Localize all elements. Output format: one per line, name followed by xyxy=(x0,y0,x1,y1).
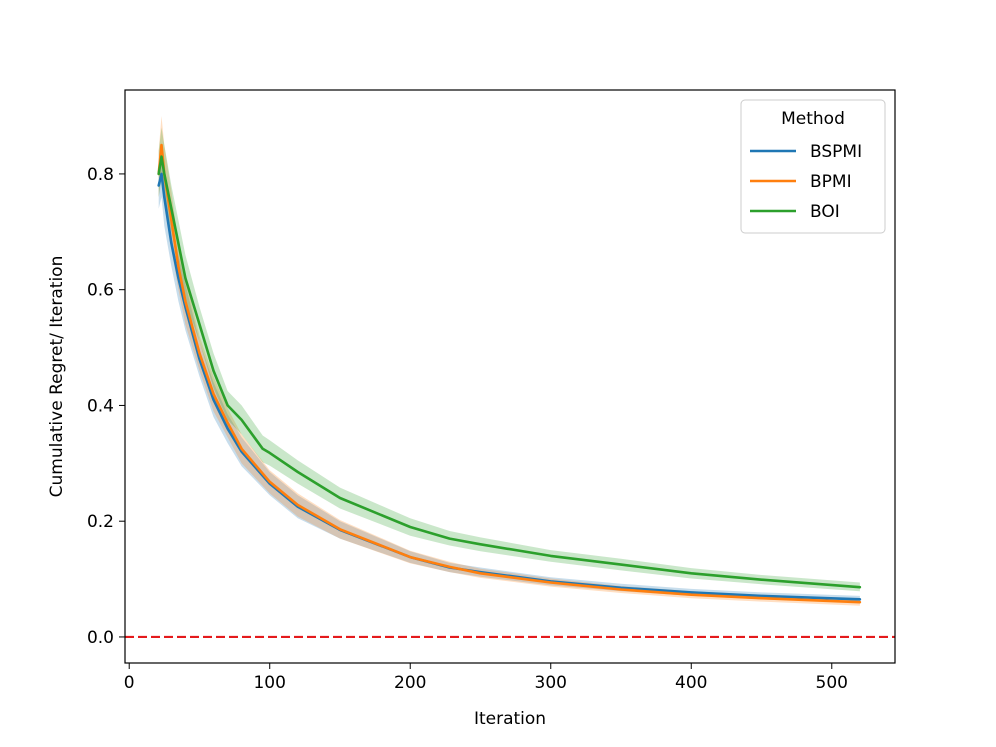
legend-title: Method xyxy=(781,109,845,129)
x-axis-label: Iteration xyxy=(474,709,546,729)
series-line-bpmi xyxy=(157,143,862,604)
legend-label-bspmi: BSPMI xyxy=(810,142,862,162)
series-line-boi xyxy=(157,155,862,589)
legend: Method BSPMI BPMI BOI xyxy=(740,99,886,234)
x-axis-ticks: 0 100 200 300 400 500 xyxy=(124,663,848,693)
y-axis-ticks: 0.0 0.2 0.4 0.6 0.8 xyxy=(87,165,125,648)
legend-label-boi: BOI xyxy=(810,202,840,222)
y-tick-label: 0.4 xyxy=(87,396,114,416)
x-tick-label: 300 xyxy=(535,673,567,693)
x-tick-label: 400 xyxy=(675,673,707,693)
x-tick-label: 200 xyxy=(394,673,426,693)
y-tick-label: 0.6 xyxy=(87,281,114,301)
y-tick-label: 0.8 xyxy=(87,165,114,185)
x-tick-label: 100 xyxy=(253,673,285,693)
legend-label-bpmi: BPMI xyxy=(810,172,852,192)
legend-box xyxy=(740,99,886,234)
y-tick-label: 0.2 xyxy=(87,512,114,532)
x-tick-label: 0 xyxy=(124,673,135,693)
series-lines xyxy=(157,143,862,604)
y-tick-label: 0.0 xyxy=(87,628,114,648)
y-axis-label: Cumulative Regret/ Iteration xyxy=(47,256,67,498)
series-line-bspmi xyxy=(157,172,862,601)
x-tick-label: 500 xyxy=(816,673,848,693)
plot-frame xyxy=(124,89,896,664)
